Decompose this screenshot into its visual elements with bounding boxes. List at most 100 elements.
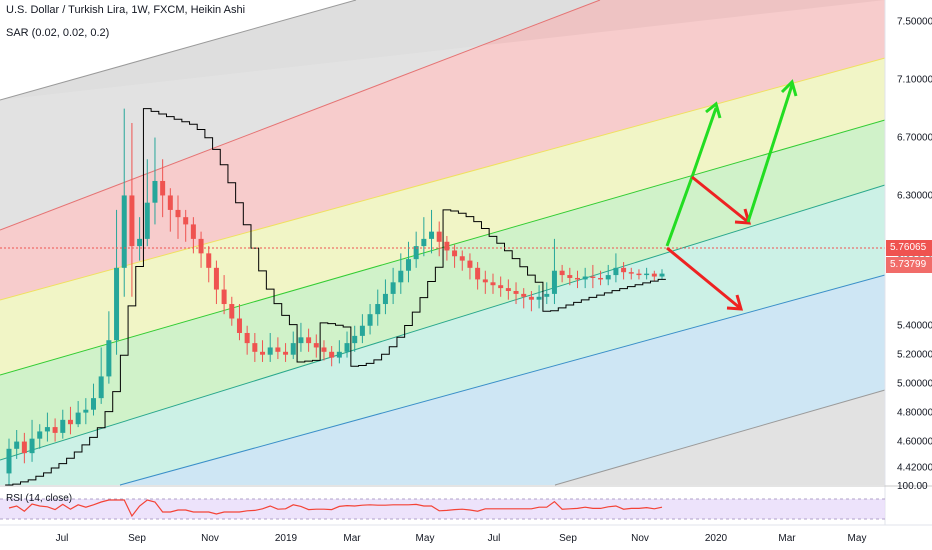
x-tick-label: Jul (56, 533, 69, 544)
candle-body (628, 272, 634, 274)
candle-body (544, 293, 550, 297)
candle-body (559, 270, 565, 276)
arrow-green-2 (746, 84, 794, 223)
candle-body (567, 275, 573, 278)
candle-body (298, 337, 304, 344)
candle-body (482, 279, 488, 283)
candle-body (367, 314, 373, 326)
y-tick-label: 4.60000 (897, 437, 932, 448)
candle-body (244, 332, 250, 344)
channel-line-top (0, 0, 357, 101)
candle-body (475, 267, 481, 280)
band-teal (0, 185, 885, 485)
x-tick-label: Mar (778, 533, 796, 544)
candle-body (206, 253, 212, 268)
channel-line-red (0, 0, 601, 231)
arrow-green-1-head (705, 101, 722, 119)
candle-body (52, 427, 58, 433)
band-yellow (0, 58, 885, 375)
candle-body (175, 209, 181, 218)
channel-line-teal (0, 184, 886, 461)
y-tick-label: 4.42000 (897, 463, 932, 474)
candle-body (106, 340, 112, 377)
candle-body (436, 231, 442, 242)
alt-price-badge: 5.73799 (886, 257, 932, 273)
candle-body (283, 351, 289, 355)
candle-body (160, 180, 166, 196)
y-tick-label: 6.30000 (897, 190, 932, 201)
candle-body (636, 273, 642, 276)
candle-body (60, 419, 66, 433)
sar-indicator-label: SAR (0.02, 0.02, 0.2) (6, 27, 110, 39)
candle-body (598, 277, 604, 280)
candle-body (83, 409, 89, 413)
forecast-arrows (665, 79, 798, 311)
candle-body (37, 431, 43, 439)
candle-body (313, 343, 319, 348)
candle-body (375, 304, 381, 315)
channel-line-green (0, 119, 886, 376)
sar-stepline (5, 108, 666, 486)
x-tick-label: 2020 (705, 533, 728, 544)
x-tick-label: Nov (201, 533, 219, 544)
candle-body (590, 276, 596, 278)
candle-body (252, 343, 258, 352)
rsi-line (8, 499, 663, 518)
candle-body (29, 438, 35, 454)
candle-body (574, 277, 580, 280)
candle-body (98, 376, 104, 399)
candle-body (236, 318, 242, 333)
arrow-red-2 (666, 246, 741, 310)
band-green (0, 120, 885, 460)
channel-line-gray-bottom (554, 389, 886, 486)
time-axis-ticks[interactable]: Jul Sep Nov 2019 Mar May Jul Sep Nov 2020 Mar May (56, 533, 867, 544)
candle-body (21, 441, 27, 454)
rsi-indicator-label: RSI (14, close) (6, 493, 73, 504)
candle-body (167, 195, 173, 210)
candle-body (275, 347, 281, 352)
candle-body (321, 347, 327, 352)
candle-body (137, 238, 143, 247)
candle-body (290, 343, 296, 355)
candle-body (405, 259, 411, 271)
candle-body (459, 256, 465, 261)
candle-body (44, 427, 50, 432)
current-price-badge: 5.76065 (886, 240, 932, 256)
candle-body (398, 270, 404, 283)
x-tick-label: Nov (631, 533, 649, 544)
candle-body (582, 276, 588, 280)
candle-body (183, 217, 189, 225)
arrow-green-2-head (780, 79, 798, 97)
candle-body (536, 296, 542, 300)
candle-body (659, 273, 665, 277)
candle-body (644, 273, 650, 276)
candle-body (67, 419, 73, 425)
candle-body (421, 238, 427, 247)
candle-body (14, 441, 20, 449)
candle-body (621, 267, 627, 273)
x-tick-label: May (848, 533, 867, 544)
candle-body (213, 267, 219, 290)
arrow-red-1-head (734, 208, 752, 225)
candle-body (490, 282, 496, 286)
arrow-red-2-head (726, 294, 744, 311)
candle-body (359, 325, 365, 336)
x-tick-label: Jul (488, 533, 501, 544)
candles-group (6, 108, 665, 485)
y-tick-label: 5.40000 (897, 321, 932, 332)
candle-body (75, 412, 81, 425)
candle-body (198, 238, 204, 254)
x-tick-label: Mar (343, 533, 361, 544)
candle-body (521, 293, 527, 297)
candle-body (229, 304, 235, 319)
y-tick-label: 5.00000 (897, 379, 932, 390)
y-tick-label: 7.10000 (897, 75, 932, 86)
candle-body (114, 267, 120, 341)
candle-body (352, 335, 358, 344)
x-tick-label: May (416, 533, 435, 544)
candle-body (129, 195, 135, 247)
arrow-red-1 (691, 175, 749, 224)
candle-body (444, 241, 450, 251)
x-tick-label: Sep (559, 533, 577, 544)
channel-line-orange (0, 57, 886, 301)
